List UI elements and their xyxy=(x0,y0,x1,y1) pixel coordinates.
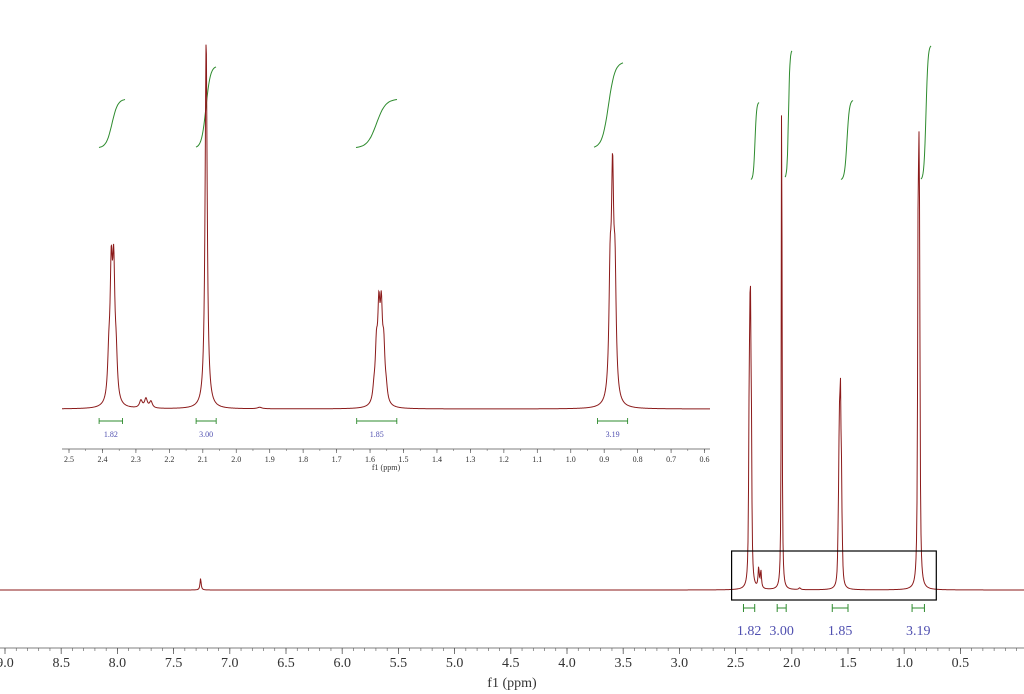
inset-tick-label: 1.0 xyxy=(566,455,576,464)
inset-tick-label: 2.1 xyxy=(198,455,208,464)
inset-integral-label: 3.19 xyxy=(606,430,620,439)
main-integral-bracket xyxy=(911,604,925,612)
inset-integral-brackets: 1.82 3.00 1.85 3.19 xyxy=(98,418,629,439)
main-integral-curve xyxy=(750,102,760,180)
main-integral-curve xyxy=(840,100,854,180)
inset-tick-label: 1.1 xyxy=(532,455,542,464)
main-tick-label: 7.5 xyxy=(165,656,183,671)
main-integral-label: 3.00 xyxy=(769,624,794,639)
inset-tick-label: 2.3 xyxy=(131,455,141,464)
inset-tick-label: 0.6 xyxy=(700,455,710,464)
inset-integral-label: 1.82 xyxy=(104,430,118,439)
main-integral-label: 1.82 xyxy=(737,624,762,639)
inset-integral-label: 1.85 xyxy=(370,430,384,439)
main-tick-label: 3.0 xyxy=(671,656,689,671)
inset-tick-label: 2.2 xyxy=(164,455,174,464)
inset-tick-label: 0.8 xyxy=(633,455,643,464)
main-tick-label: 8.0 xyxy=(109,656,127,671)
inset-tick-label: 1.3 xyxy=(465,455,475,464)
main-tick-label: 1.0 xyxy=(895,656,913,671)
inset-tick-label: 1.5 xyxy=(399,455,409,464)
inset-tick-label: 2.4 xyxy=(97,455,107,464)
inset-x-axis-ticks: 2.5 2.4 2.3 2.2 2.1 2.0 1.9 1.8 1.7 1.6 1.5 1.4 1.3 1… xyxy=(64,449,710,464)
main-spectrum-trace xyxy=(0,115,1024,591)
inset-tick-label: 1.2 xyxy=(499,455,509,464)
inset-integral-bracket xyxy=(597,418,629,424)
inset-integral-bracket xyxy=(195,418,217,424)
main-x-axis-title: f1 (ppm) xyxy=(487,676,537,691)
inset-tick-label: 2.0 xyxy=(231,455,241,464)
main-tick-label: 4.0 xyxy=(558,656,576,671)
main-integral-curves xyxy=(750,45,932,180)
inset-integral-curve xyxy=(593,62,624,148)
inset-integral-label: 3.00 xyxy=(199,430,213,439)
main-integral-bracket xyxy=(831,604,849,612)
main-tick-label: 6.0 xyxy=(333,656,351,671)
main-integral-label: 1.85 xyxy=(828,624,853,639)
main-integral-bracket xyxy=(742,604,756,612)
inset-tick-label: 1.8 xyxy=(298,455,308,464)
main-tick-label: 7.0 xyxy=(221,656,239,671)
inset-integral-curves xyxy=(98,62,624,148)
main-tick-label: 8.5 xyxy=(52,656,70,671)
inset-spectrum-trace xyxy=(61,44,710,410)
inset-tick-label: 1.4 xyxy=(432,455,442,464)
main-tick-label: 1.5 xyxy=(839,656,857,671)
inset-integral-bracket xyxy=(356,418,398,424)
main-spectrum-plot: 9.0 8.5 8.0 7.5 7.0 6.5 6.0 5.5 5.0 4.5 4.0 3.5 3.0 2… xyxy=(0,45,1024,691)
main-integral-label: 3.19 xyxy=(906,624,931,639)
main-tick-label: 3.5 xyxy=(614,656,632,671)
main-tick-label: 4.5 xyxy=(502,656,520,671)
main-tick-label: 6.5 xyxy=(277,656,295,671)
inset-tick-label: 1.9 xyxy=(265,455,275,464)
zoom-region-box xyxy=(730,550,937,601)
main-tick-label: 9.0 xyxy=(0,656,14,671)
inset-tick-label: 0.9 xyxy=(599,455,609,464)
main-tick-label: 0.5 xyxy=(952,656,970,671)
inset-integral-curve xyxy=(355,99,398,148)
inset-integral-bracket xyxy=(98,418,123,424)
main-tick-label: 5.5 xyxy=(390,656,408,671)
inset-tick-label: 1.6 xyxy=(365,455,375,464)
main-tick-label: 2.5 xyxy=(727,656,745,671)
main-integral-curve xyxy=(784,50,793,178)
inset-tick-label: 0.7 xyxy=(666,455,676,464)
inset-tick-label: 2.5 xyxy=(64,455,74,464)
main-tick-label: 5.0 xyxy=(446,656,464,671)
inset-x-axis-title: f1 (ppm) xyxy=(372,463,401,472)
inset-spectrum-plot: 2.5 2.4 2.3 2.2 2.1 2.0 1.9 1.8 1.7 1.6 1.5 1.4 1.3 1… xyxy=(61,44,710,472)
inset-integral-curve xyxy=(98,99,126,148)
main-x-axis-ticks: 9.0 8.5 8.0 7.5 7.0 6.5 6.0 5.5 5.0 4.5 4.0 3.5 3.0 2… xyxy=(0,648,1017,671)
inset-tick-label: 1.7 xyxy=(332,455,342,464)
main-tick-label: 2.0 xyxy=(783,656,801,671)
main-integral-brackets: 1.82 3.00 1.85 3.19 xyxy=(737,604,931,639)
main-integral-curve xyxy=(920,45,932,180)
main-integral-bracket xyxy=(776,604,787,612)
